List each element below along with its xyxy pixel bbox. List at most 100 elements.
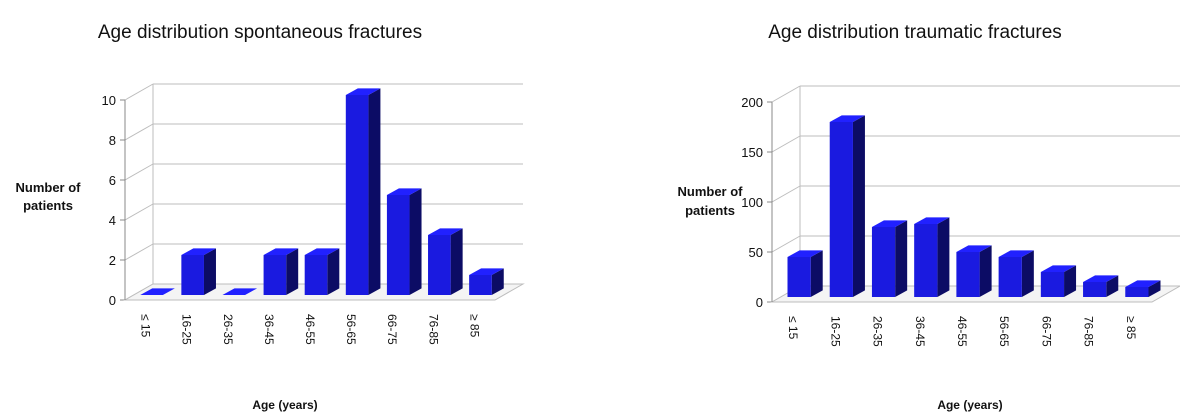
grid-diagonal: [771, 135, 801, 153]
bar-front: [469, 275, 492, 295]
y-tick-label: 150: [741, 145, 763, 160]
bar-top: [1083, 275, 1119, 282]
bar: [1083, 275, 1119, 297]
y-tick-label: 100: [741, 195, 763, 210]
bar-top: [304, 248, 340, 255]
bar-top: [998, 250, 1034, 257]
x-tick-label: 76-85: [1082, 316, 1096, 347]
x-tick-label: 26-35: [871, 316, 885, 347]
grid-diagonal: [124, 243, 154, 261]
bar: [345, 88, 381, 296]
chart-traumatic-fractures: Age distribution traumatic fractures Num…: [590, 0, 1180, 414]
bar: [871, 220, 908, 297]
bar: [428, 228, 463, 295]
grid-diagonal: [124, 203, 154, 221]
y-tick-label: 6: [109, 173, 116, 188]
bar-side: [979, 245, 992, 297]
x-tick-label: 16-25: [828, 316, 842, 347]
grid-diagonal: [124, 163, 154, 181]
grid-diagonal: [124, 123, 154, 141]
chart-title: Age distribution spontaneous fractures: [98, 22, 422, 43]
x-axis-label: Age (years): [252, 398, 317, 412]
bar-side: [327, 248, 340, 295]
bar-front: [386, 195, 410, 295]
bar-top: [914, 217, 950, 224]
bar-side: [937, 217, 950, 297]
plot-area: 0 50 100 150 200 ≤ 15 16-25 26-35 36-45 46-55 56-6…: [741, 85, 1180, 347]
x-tick-label: 46-55: [955, 316, 969, 347]
y-axis-label-line-1: Number of: [678, 184, 744, 199]
x-tick-label: 26-35: [221, 314, 235, 345]
x-tick-label: 56-65: [344, 314, 358, 345]
y-tick-label: 0: [756, 295, 763, 310]
bar-front: [914, 224, 938, 297]
bar-side: [895, 220, 908, 297]
bar-top: [181, 248, 216, 255]
bar: [787, 250, 823, 297]
bar: [956, 245, 992, 297]
x-tick-label: 76-85: [426, 314, 440, 345]
bar: [304, 248, 340, 295]
bar-front: [1125, 287, 1149, 297]
bar-side: [203, 248, 216, 295]
x-tick-label: 36-45: [262, 314, 276, 345]
bar-top: [469, 268, 504, 275]
grid-diagonal: [771, 235, 801, 253]
x-axis-label: Age (years): [937, 398, 1002, 412]
bar-side: [1106, 275, 1119, 297]
y-tick-label: 4: [109, 213, 116, 228]
bar-top: [956, 245, 992, 252]
grid-diagonal: [124, 83, 154, 101]
x-tick-label: ≤ 15: [786, 316, 800, 340]
x-tick-label: ≥ 85: [1124, 316, 1138, 340]
y-tick-label: 200: [741, 95, 763, 110]
x-tick-label: 56-65: [997, 316, 1011, 347]
y-tick-label: 50: [749, 245, 763, 260]
x-tick-label: 16-25: [180, 314, 194, 345]
x-tick-label: 66-75: [1039, 316, 1053, 347]
chart-spontaneous-svg: Age distribution spontaneous fractures N…: [16, 22, 525, 412]
chart-title: Age distribution traumatic fractures: [768, 22, 1062, 43]
bar-front: [181, 255, 204, 295]
bar-front: [1083, 282, 1107, 297]
chart-traumatic-svg: Age distribution traumatic fractures Num…: [678, 22, 1180, 412]
plot-area: 0 2 4 6 8 10 ≤ 15 16-25 26-35 36-45 46-55 56-65 66-7…: [102, 83, 525, 345]
bar-top: [428, 228, 463, 235]
y-tick-label: 2: [109, 253, 116, 268]
y-axis-label-line-2: patients: [685, 203, 735, 218]
bar-top: [386, 188, 422, 195]
grid-diagonal: [771, 85, 801, 103]
bar: [386, 188, 422, 295]
bar-front: [263, 255, 287, 295]
x-tick-label: 36-45: [913, 316, 927, 347]
y-tick-label: 8: [109, 133, 116, 148]
bar-top: [222, 288, 258, 295]
bar-top: [263, 248, 299, 255]
bar-top: [829, 115, 865, 122]
x-tick-label: ≥ 85: [467, 314, 481, 338]
bar-side: [368, 88, 381, 296]
bar: [469, 268, 504, 295]
bar: [829, 115, 865, 298]
bar-front: [428, 235, 451, 295]
bar-side: [1148, 280, 1161, 297]
bar: [263, 248, 299, 295]
bar-side: [409, 188, 422, 295]
bar: [998, 250, 1034, 297]
bar: [1125, 280, 1161, 297]
bar: [914, 217, 950, 297]
bar: [222, 288, 258, 295]
y-tick-label: 10: [102, 93, 116, 108]
bar: [181, 248, 216, 295]
bar-front: [345, 95, 369, 295]
bar-front: [304, 255, 328, 295]
x-tick-label: ≤ 15: [139, 314, 153, 338]
bar-side: [491, 268, 504, 295]
bar-side: [1064, 265, 1077, 297]
bar-side: [810, 250, 823, 297]
bar-side: [1021, 250, 1034, 297]
grid-diagonal: [771, 185, 801, 203]
bar-top: [787, 250, 823, 257]
bar-front: [787, 257, 811, 297]
y-axis-label-line-2: patients: [23, 198, 73, 213]
